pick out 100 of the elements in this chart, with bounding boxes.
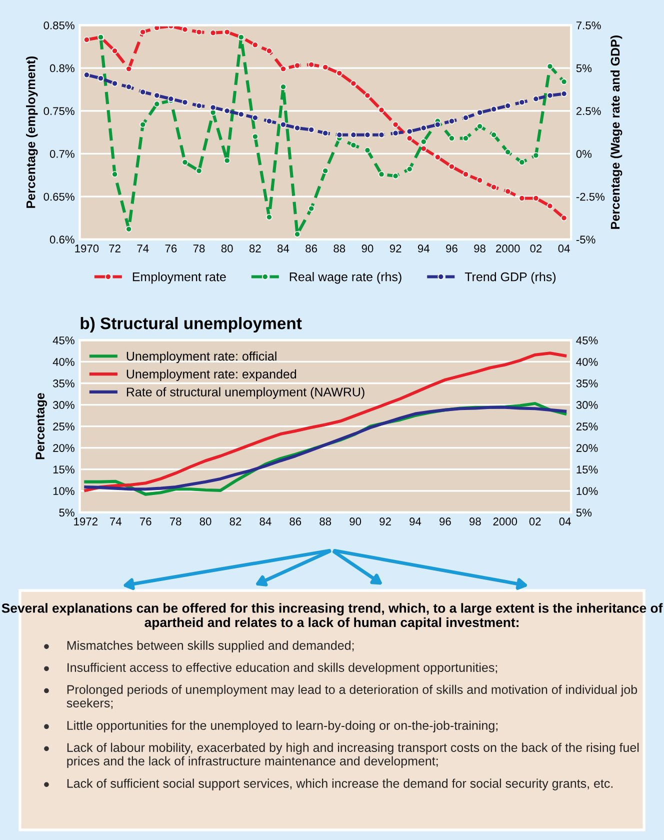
point bbox=[252, 133, 258, 140]
y2-tick-label: 7.5% bbox=[576, 22, 601, 30]
point bbox=[84, 72, 90, 78]
point bbox=[308, 126, 315, 133]
point bbox=[364, 132, 371, 138]
y2-tick-label: 40% bbox=[576, 358, 598, 366]
point bbox=[546, 92, 554, 99]
point bbox=[350, 132, 357, 138]
point bbox=[252, 114, 258, 121]
x-tick-label: 94 bbox=[410, 518, 422, 526]
y2-tick-label: -5% bbox=[576, 236, 596, 244]
point bbox=[294, 62, 300, 69]
legend-label: Rate of structural unemployment (NAWRU) bbox=[126, 387, 364, 399]
point bbox=[420, 138, 427, 145]
point bbox=[518, 159, 526, 166]
point bbox=[378, 106, 385, 114]
x-tick-label: 86 bbox=[306, 244, 318, 252]
x-tick-label: 74 bbox=[137, 244, 149, 252]
y-tick-label: 5% bbox=[59, 508, 74, 517]
y2-tick-label: 5% bbox=[576, 64, 592, 72]
x-tick-label: 84 bbox=[260, 518, 272, 526]
text: Several explanations can be offered for this increasing trend, which, to a large extent is the inheritance of apartheid and relates to a lack of human capital investment: bbox=[2, 603, 663, 630]
point bbox=[476, 109, 483, 116]
point bbox=[532, 195, 540, 202]
point bbox=[322, 168, 329, 174]
point bbox=[322, 64, 329, 70]
x-tick-label: 96 bbox=[446, 244, 458, 252]
y2-tick-label: 35% bbox=[576, 380, 598, 388]
x-tick-label: 94 bbox=[418, 244, 430, 252]
legend-label: Unemployment rate: expanded bbox=[126, 369, 296, 382]
line-series bbox=[84, 352, 567, 492]
point bbox=[434, 154, 441, 160]
point bbox=[154, 92, 160, 99]
point bbox=[448, 135, 455, 142]
text: Little opportunities for the unemployed to learn-by-doing or on-the-job-training; bbox=[67, 720, 498, 732]
y-tick-label: 45% bbox=[52, 336, 74, 344]
text: Lack of sufficient social support services, which increase the demand for social security grants, etc. bbox=[67, 778, 613, 790]
point bbox=[224, 28, 230, 36]
point bbox=[546, 202, 554, 210]
x-tick-label: 02 bbox=[530, 244, 542, 252]
point bbox=[196, 168, 202, 174]
y2-tick-label: 10% bbox=[576, 487, 598, 496]
point bbox=[378, 171, 385, 178]
point bbox=[182, 99, 188, 106]
x-tick-label: 88 bbox=[334, 244, 346, 252]
point bbox=[560, 214, 568, 222]
point bbox=[462, 114, 469, 121]
point bbox=[154, 100, 160, 108]
x-tick-label: 96 bbox=[440, 518, 451, 526]
point bbox=[196, 28, 202, 36]
x-tick-label: 80 bbox=[221, 244, 233, 252]
x-tick-label: 78 bbox=[193, 244, 205, 252]
x-tick-label: 80 bbox=[200, 518, 212, 526]
point bbox=[518, 99, 526, 106]
point bbox=[448, 163, 455, 170]
x-tick-label: 78 bbox=[170, 518, 182, 526]
point bbox=[392, 172, 399, 180]
point bbox=[126, 66, 132, 72]
x-tick-label: 88 bbox=[320, 518, 332, 526]
x-tick-label: 84 bbox=[278, 244, 290, 252]
point bbox=[336, 70, 343, 76]
point bbox=[210, 30, 216, 36]
point bbox=[518, 195, 526, 202]
point bbox=[406, 128, 413, 135]
point bbox=[266, 48, 272, 54]
point bbox=[420, 124, 427, 132]
point bbox=[224, 108, 230, 114]
point bbox=[84, 36, 90, 43]
x-tick-label: 1970 bbox=[75, 244, 99, 252]
y2-tick-label: -2.5% bbox=[576, 192, 605, 201]
y2-tick-label: 20% bbox=[576, 444, 598, 452]
x-tick-label: 98 bbox=[470, 518, 481, 526]
point bbox=[490, 184, 498, 190]
x-tick-label: 1972 bbox=[74, 518, 98, 526]
point bbox=[434, 121, 441, 128]
x-tick-label: 72 bbox=[109, 244, 120, 252]
point bbox=[308, 205, 315, 212]
y-axis-title: Percentage bbox=[36, 393, 48, 460]
point bbox=[546, 63, 554, 70]
x-tick-label: 82 bbox=[249, 244, 261, 252]
point bbox=[392, 121, 399, 128]
point bbox=[504, 188, 512, 195]
point bbox=[462, 171, 469, 178]
y2-tick-label: 45% bbox=[576, 336, 598, 344]
y-axis-title: Percentage (employment) bbox=[26, 56, 38, 208]
point bbox=[196, 102, 202, 109]
y-tick-label: 0.7% bbox=[50, 150, 74, 158]
point bbox=[112, 48, 118, 54]
point bbox=[336, 132, 343, 138]
point bbox=[224, 157, 230, 164]
y-tick-label: 35% bbox=[53, 380, 74, 388]
y-tick-label: 40% bbox=[52, 358, 74, 366]
y-tick-label: 0.6% bbox=[50, 236, 74, 244]
y-tick-label: 15% bbox=[53, 466, 74, 474]
point bbox=[126, 84, 132, 90]
point bbox=[406, 166, 413, 172]
y-tick-label: 20% bbox=[53, 444, 74, 452]
y2-tick-label: 25% bbox=[576, 422, 598, 430]
point bbox=[392, 130, 399, 136]
y-tick-label: 25% bbox=[53, 422, 74, 430]
